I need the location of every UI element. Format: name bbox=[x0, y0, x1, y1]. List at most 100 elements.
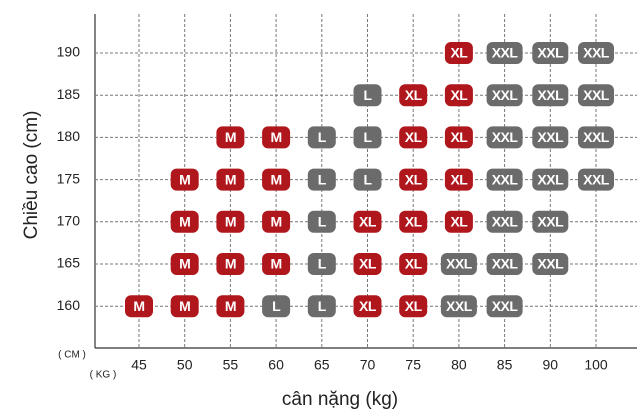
size-badge bbox=[216, 126, 245, 149]
size-label: XL bbox=[405, 298, 423, 314]
size-label: L bbox=[363, 87, 372, 103]
size-badge bbox=[262, 253, 291, 275]
x-tick-label: 75 bbox=[405, 357, 421, 373]
size-badge bbox=[444, 84, 473, 107]
size-label: XXL bbox=[583, 171, 610, 187]
size-label: XXL bbox=[537, 45, 564, 61]
size-badge bbox=[399, 210, 428, 233]
x-tick-label: 100 bbox=[584, 357, 608, 373]
size-label: M bbox=[225, 129, 236, 145]
size-label: XXL bbox=[583, 87, 610, 103]
size-label: XXL bbox=[492, 87, 519, 103]
size-badge bbox=[170, 210, 199, 233]
size-label: L bbox=[318, 298, 327, 314]
size-label: XXL bbox=[492, 171, 519, 187]
size-label: XL bbox=[359, 256, 377, 272]
size-badge bbox=[399, 295, 428, 318]
size-label: M bbox=[271, 214, 282, 230]
size-badge bbox=[532, 210, 569, 233]
size-badge bbox=[578, 42, 614, 64]
size-label: M bbox=[179, 256, 190, 272]
size-label: XL bbox=[359, 298, 377, 314]
size-badge bbox=[216, 168, 245, 191]
size-label: M bbox=[271, 171, 282, 187]
size-badge bbox=[307, 253, 336, 275]
size-label: L bbox=[318, 129, 327, 145]
size-badge bbox=[216, 210, 245, 233]
size-badge bbox=[170, 295, 199, 318]
size-label: L bbox=[272, 298, 281, 314]
size-badge bbox=[578, 126, 614, 149]
size-label: XL bbox=[405, 214, 423, 230]
size-label: L bbox=[363, 171, 372, 187]
size-label: XXL bbox=[492, 129, 519, 145]
size-badge bbox=[216, 253, 245, 275]
size-label: M bbox=[225, 171, 236, 187]
size-label: XXL bbox=[492, 214, 519, 230]
size-label: XL bbox=[405, 256, 423, 272]
size-label: XXL bbox=[583, 45, 610, 61]
size-badge bbox=[486, 42, 523, 64]
size-badge bbox=[440, 295, 477, 318]
size-label: XXL bbox=[537, 171, 564, 187]
size-badge bbox=[532, 84, 569, 107]
size-badge bbox=[444, 126, 473, 149]
size-badge bbox=[532, 168, 569, 191]
size-badge bbox=[353, 84, 382, 107]
x-tick-label: 80 bbox=[451, 357, 467, 373]
size-label: M bbox=[225, 298, 236, 314]
size-label: XXL bbox=[492, 298, 519, 314]
size-label: XL bbox=[450, 87, 468, 103]
size-label: XXL bbox=[492, 256, 519, 272]
size-label: XL bbox=[359, 214, 377, 230]
size-badge bbox=[399, 84, 428, 107]
size-badge bbox=[353, 210, 382, 233]
size-label: M bbox=[133, 298, 144, 314]
size-label: XXL bbox=[446, 256, 473, 272]
x-axis-title: cân nặng (kg) bbox=[282, 389, 398, 410]
size-badge bbox=[353, 253, 382, 275]
size-label: XL bbox=[405, 171, 423, 187]
x-tick-label: 70 bbox=[360, 357, 376, 373]
size-label: XXL bbox=[537, 87, 564, 103]
size-badge bbox=[578, 168, 614, 191]
y-tick-label: 180 bbox=[57, 128, 81, 144]
size-label: XL bbox=[405, 129, 423, 145]
x-tick-label: 90 bbox=[543, 357, 559, 373]
size-badge bbox=[262, 168, 291, 191]
size-label: XXL bbox=[537, 214, 564, 230]
size-badge bbox=[444, 42, 473, 64]
size-label: L bbox=[363, 129, 372, 145]
size-badge bbox=[440, 253, 477, 275]
x-tick-label: 85 bbox=[497, 357, 513, 373]
x-tick-label: 55 bbox=[223, 357, 239, 373]
size-label: M bbox=[179, 171, 190, 187]
size-label: XL bbox=[450, 171, 468, 187]
size-label: M bbox=[225, 256, 236, 272]
size-badge bbox=[486, 210, 523, 233]
size-label: XXL bbox=[492, 45, 519, 61]
y-axis-title: Chiều cao (cm) bbox=[21, 111, 42, 240]
size-badge bbox=[307, 126, 336, 149]
size-badge bbox=[307, 168, 336, 191]
size-badge bbox=[216, 295, 245, 318]
y-tick-label: 190 bbox=[57, 44, 81, 60]
size-label: XXL bbox=[446, 298, 473, 314]
size-label: XL bbox=[450, 129, 468, 145]
size-badge bbox=[444, 210, 473, 233]
size-label: XXL bbox=[537, 256, 564, 272]
size-label: L bbox=[318, 171, 327, 187]
size-badge bbox=[399, 168, 428, 191]
y-tick-label: 175 bbox=[57, 170, 81, 186]
size-badge bbox=[353, 295, 382, 318]
size-label: XXL bbox=[583, 129, 610, 145]
x-tick-label: 65 bbox=[314, 357, 330, 373]
size-badge bbox=[486, 253, 523, 275]
size-badge bbox=[532, 126, 569, 149]
size-label: M bbox=[271, 129, 282, 145]
size-badge bbox=[532, 253, 569, 275]
size-label: M bbox=[179, 298, 190, 314]
size-badge bbox=[353, 126, 382, 149]
size-badge bbox=[486, 168, 523, 191]
